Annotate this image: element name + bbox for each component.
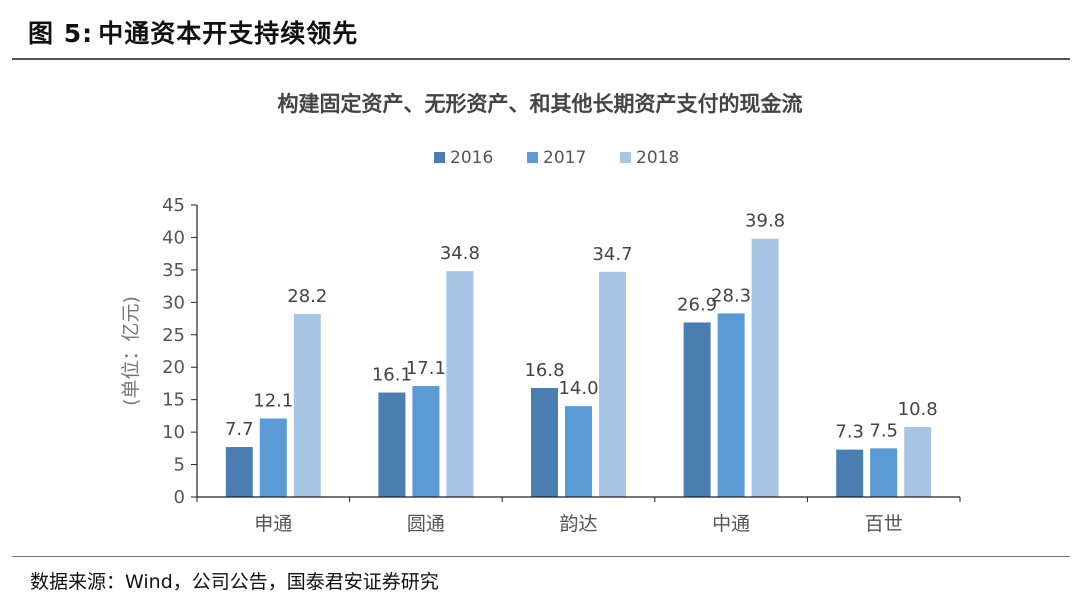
bar-中通-2017 bbox=[717, 313, 745, 497]
data-label: 28.3 bbox=[711, 285, 751, 306]
y-axis-label: (单位：亿元) bbox=[120, 296, 142, 406]
bar-中通-2016 bbox=[683, 322, 711, 497]
data-label: 7.7 bbox=[225, 419, 254, 440]
data-label: 7.5 bbox=[869, 420, 898, 441]
data-label: 7.3 bbox=[835, 422, 864, 443]
y-tick-label: 5 bbox=[174, 455, 185, 476]
bar-百世-2018 bbox=[904, 426, 932, 497]
bar-中通-2018 bbox=[751, 238, 779, 497]
y-tick-label: 25 bbox=[162, 325, 185, 346]
bar-申通-2017 bbox=[259, 418, 287, 497]
y-tick-label: 0 bbox=[174, 487, 185, 508]
legend-label-2016: 2016 bbox=[450, 148, 493, 168]
bottom-divider bbox=[12, 556, 1070, 557]
source-note: 数据来源：Wind，公司公告，国泰君安证券研究 bbox=[30, 571, 439, 593]
bar-百世-2016 bbox=[836, 449, 864, 497]
x-tick-label: 韵达 bbox=[559, 513, 597, 535]
y-axis-ticks: 0 5 10 15 20 25 30 35 40 45 bbox=[162, 195, 197, 508]
x-tick-label: 圆通 bbox=[407, 513, 445, 535]
figure-label: 图 5: bbox=[28, 19, 94, 48]
data-label: 14.0 bbox=[558, 378, 598, 399]
y-tick-label: 45 bbox=[162, 195, 185, 216]
bar-申通-2018 bbox=[293, 314, 321, 497]
data-label: 34.7 bbox=[592, 244, 632, 265]
axes bbox=[196, 205, 961, 502]
y-tick-label: 40 bbox=[162, 227, 185, 248]
data-label: 16.1 bbox=[372, 365, 412, 386]
data-label: 12.1 bbox=[253, 390, 293, 411]
bar-申通-2016 bbox=[225, 447, 253, 497]
x-tick-label: 申通 bbox=[254, 513, 292, 535]
legend-swatch-2016 bbox=[434, 152, 445, 163]
top-divider bbox=[12, 58, 1070, 60]
y-tick-label: 20 bbox=[162, 357, 185, 378]
data-label: 16.8 bbox=[524, 360, 564, 381]
data-label: 10.8 bbox=[898, 399, 938, 420]
y-tick-label: 15 bbox=[162, 390, 185, 411]
x-tick-label: 百世 bbox=[865, 513, 903, 535]
bar-韵达-2017 bbox=[565, 406, 592, 497]
y-tick-label: 30 bbox=[162, 292, 185, 313]
bar-韵达-2018 bbox=[599, 271, 626, 497]
bar-圆通-2017 bbox=[412, 386, 440, 497]
x-axis-labels: 申通 圆通 韵达 中通 百世 bbox=[254, 513, 902, 535]
legend-swatch-2018 bbox=[620, 152, 631, 163]
bar-百世-2017 bbox=[870, 448, 898, 497]
chart-title: 构建固定资产、无形资产、和其他长期资产支付的现金流 bbox=[278, 92, 803, 116]
figure-header: 图 5: 中通资本开支持续领先 bbox=[28, 14, 1068, 54]
data-label: 39.8 bbox=[745, 211, 785, 232]
bar-韵达-2016 bbox=[531, 387, 558, 497]
y-tick-label: 10 bbox=[162, 422, 185, 443]
chart-legend: 2016 2017 2018 bbox=[434, 148, 679, 168]
figure-title: 中通资本开支持续领先 bbox=[98, 19, 359, 48]
data-label: 28.2 bbox=[287, 286, 327, 307]
data-label: 34.8 bbox=[440, 243, 480, 264]
data-label: 17.1 bbox=[406, 358, 446, 379]
data-label: 26.9 bbox=[677, 294, 717, 315]
bar-圆通-2016 bbox=[378, 392, 406, 497]
bar-圆通-2018 bbox=[446, 271, 474, 497]
bars bbox=[225, 238, 932, 497]
data-labels: 7.7 12.1 28.2 16.117.1 34.8 16.814.0 34.7 26.92… bbox=[225, 211, 938, 443]
legend-label-2017: 2017 bbox=[543, 148, 586, 168]
legend-swatch-2017 bbox=[527, 152, 538, 163]
y-tick-label: 35 bbox=[162, 260, 185, 281]
legend-label-2018: 2018 bbox=[636, 148, 679, 168]
x-tick-label: 中通 bbox=[712, 513, 750, 535]
